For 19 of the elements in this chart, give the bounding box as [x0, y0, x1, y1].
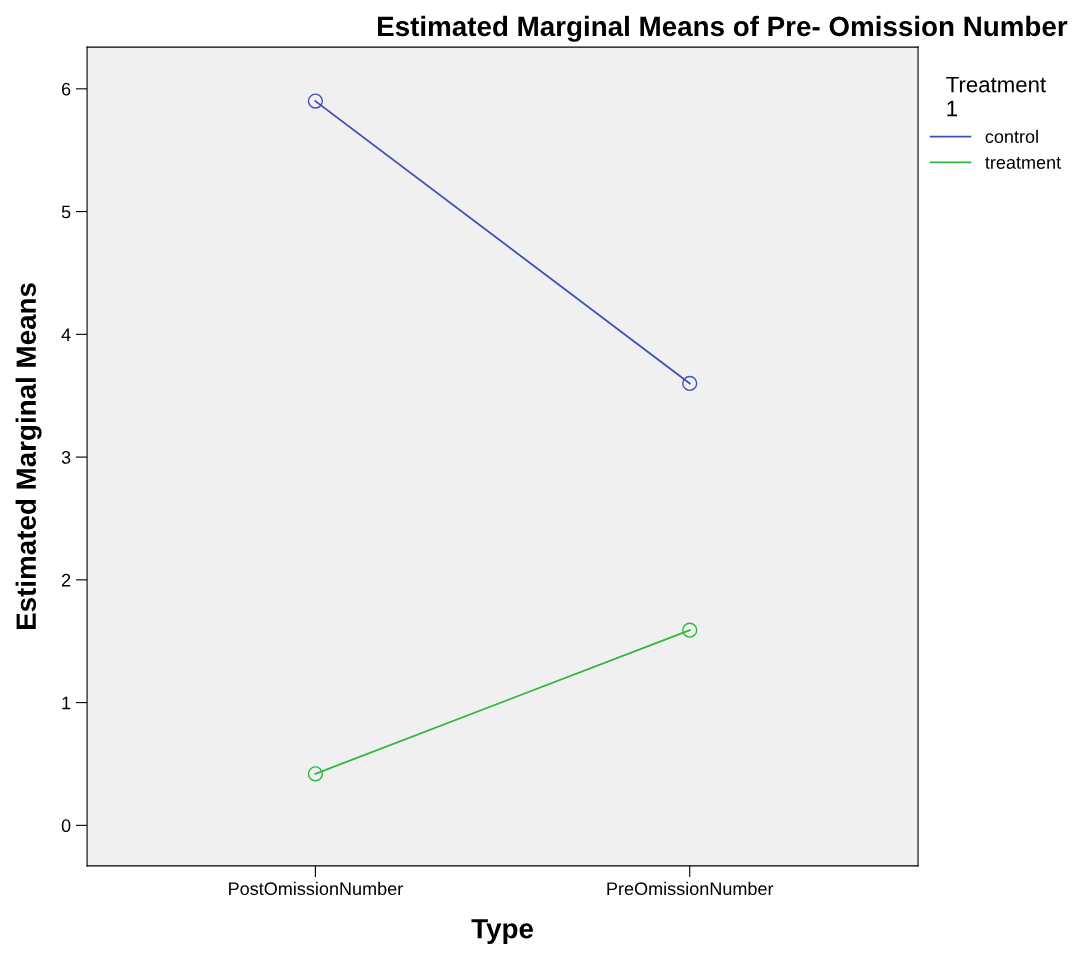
legend-label: treatment: [985, 157, 1061, 169]
x-axis-title: Type: [471, 919, 534, 944]
point: [682, 622, 698, 638]
y-tick-label: 2: [61, 573, 71, 587]
y-axis-title: Estimated Marginal Means: [15, 283, 42, 630]
point: [307, 93, 324, 109]
legend-label: control: [985, 129, 1038, 144]
point: [682, 375, 698, 392]
chart-title: Estimated Marginal Means of Pre- Omission Number: [378, 15, 1068, 42]
y-tick-label: 3: [61, 451, 71, 464]
legend-title: Treatment 1: [946, 76, 1046, 117]
y-tick-label: 5: [61, 205, 71, 219]
y-tick-label: 0: [61, 819, 71, 833]
y-tick-label: 6: [61, 82, 71, 96]
y-tick-label: 4: [61, 328, 71, 341]
x-tick-label: PreOmissionNumber: [607, 881, 774, 896]
y-tick-label: 1: [62, 696, 71, 710]
x-tick-label: PostOmissionNumber: [229, 881, 403, 896]
point: [307, 766, 324, 782]
